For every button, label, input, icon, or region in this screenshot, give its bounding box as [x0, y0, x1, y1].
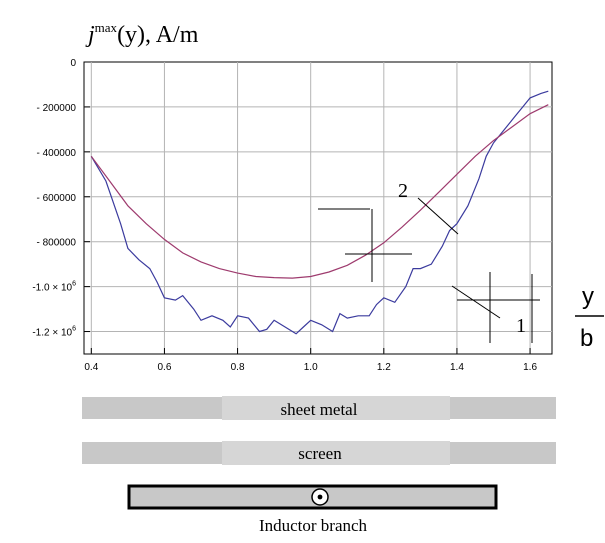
title-base: j	[85, 22, 95, 48]
sheet-metal-label: sheet metal	[281, 400, 358, 419]
y-tick-label: - 600000	[37, 193, 77, 204]
screen-label: screen	[298, 444, 342, 463]
inductor-branch-label: Inductor branch	[259, 516, 368, 535]
series-line-1	[90, 90, 549, 335]
title-sup: max	[95, 20, 118, 35]
sheet-metal-bar-highlight	[222, 396, 450, 420]
plot-frame	[83, 61, 553, 355]
grid	[84, 62, 552, 354]
x-tick-label: 0.8	[231, 362, 245, 373]
xlabel-numerator: y	[582, 283, 594, 310]
leader-line-1	[451, 285, 501, 319]
x-tick-label: 1.2	[377, 362, 391, 373]
title-rest: (y), A/m	[117, 22, 199, 48]
series-group	[90, 90, 549, 335]
x-tick-label: 0.4	[84, 362, 98, 373]
screen-bar-highlight	[222, 441, 450, 465]
x-tick-label: 1.6	[523, 362, 537, 373]
series-line-2	[90, 104, 549, 279]
axis-ticks: 0.4 0.6 0.8 1.0 1.2 1.4 1.6 0 - 200000 - 400000 - …	[32, 58, 537, 373]
x-tick-label: 1.0	[304, 362, 318, 373]
curve-label-2: 2	[398, 180, 408, 202]
leader-line-2	[417, 197, 459, 235]
y-tick-label: - 800000	[37, 238, 77, 249]
y-tick-label: - 200000	[37, 103, 77, 114]
chart-title: jmax(y), A/m	[85, 20, 199, 48]
xlabel-denominator: b	[580, 325, 593, 352]
curve-label-1: 1	[516, 315, 526, 337]
y-tick-label: -1.0 × 106	[32, 281, 76, 294]
x-tick-label: 1.4	[450, 362, 464, 373]
annotation-crosshair-2	[457, 272, 540, 343]
current-out-of-page-icon	[311, 488, 329, 506]
annotation-crosshair-1	[318, 208, 412, 282]
y-tick-label: 0	[70, 58, 76, 69]
y-tick-label: -1.2 × 106	[32, 326, 76, 339]
x-tick-label: 0.6	[157, 362, 171, 373]
y-tick-label: - 400000	[37, 148, 77, 159]
